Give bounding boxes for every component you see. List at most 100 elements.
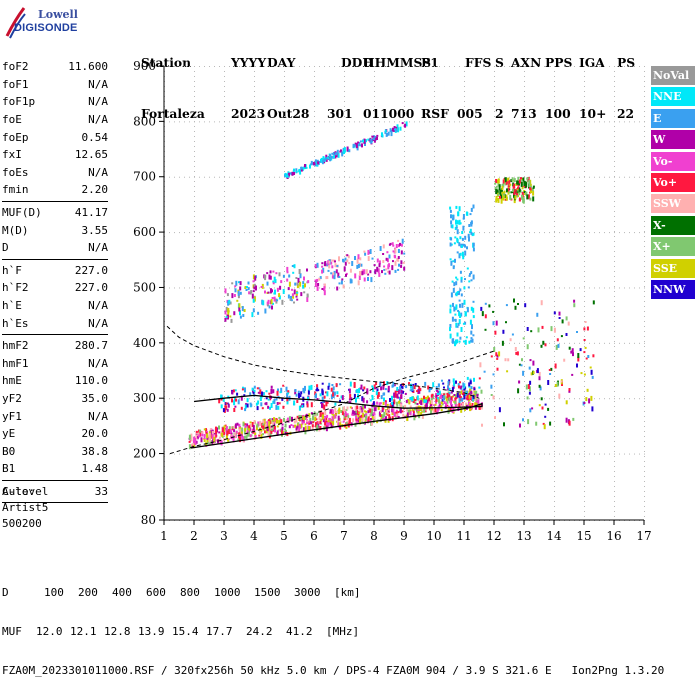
grid-dot	[344, 176, 345, 177]
data-point	[522, 418, 524, 422]
data-point	[343, 151, 345, 154]
data-point	[233, 408, 236, 412]
grid-dot	[494, 381, 495, 382]
grid-dot	[254, 451, 255, 452]
grid-dot	[514, 232, 515, 234]
grid-dot	[404, 226, 405, 227]
data-point	[245, 286, 248, 288]
data-point	[529, 408, 532, 413]
grid-dot	[464, 106, 465, 107]
data-point	[408, 399, 411, 405]
data-point	[449, 308, 452, 314]
grid-dot	[549, 121, 550, 123]
data-point	[468, 385, 471, 388]
data-point	[464, 339, 467, 345]
grid-dot	[554, 436, 555, 437]
grid-dot	[334, 287, 335, 289]
grid-dot	[224, 176, 225, 178]
grid-dot	[224, 211, 225, 212]
grid-dot	[579, 398, 580, 400]
data-point	[291, 171, 294, 176]
grid-dot	[314, 461, 315, 462]
grid-dot	[539, 342, 540, 344]
grid-dot	[404, 461, 405, 462]
data-point	[342, 259, 345, 263]
data-point	[346, 420, 349, 423]
grid-dot	[644, 186, 645, 187]
data-point	[481, 311, 484, 317]
grid-dot	[434, 226, 435, 227]
data-point	[347, 255, 350, 259]
data-point	[280, 387, 283, 393]
grid-dot	[524, 256, 525, 257]
grid-dot	[214, 232, 215, 234]
data-point	[312, 161, 315, 165]
grid-dot	[614, 516, 615, 517]
data-point	[423, 399, 426, 404]
grid-dot	[219, 287, 220, 289]
grid-dot	[434, 296, 435, 297]
grid-dot	[194, 266, 195, 267]
data-point	[233, 294, 236, 297]
grid-dot	[584, 66, 585, 67]
data-point	[450, 391, 453, 394]
data-point	[374, 269, 377, 275]
data-point	[395, 411, 398, 414]
data-point	[222, 427, 224, 433]
grid-dot	[314, 336, 315, 337]
data-point	[460, 293, 463, 297]
grid-dot	[284, 266, 285, 267]
param-divider	[2, 200, 108, 202]
data-point	[400, 260, 403, 265]
grid-dot	[524, 316, 525, 317]
data-point	[273, 430, 276, 433]
data-point	[326, 391, 329, 397]
data-point	[360, 263, 363, 267]
data-point	[460, 312, 463, 317]
data-point	[246, 403, 249, 408]
grid-dot	[554, 141, 555, 142]
data-point	[300, 168, 303, 172]
data-point	[473, 377, 475, 382]
grid-dot	[459, 232, 460, 234]
data-point	[450, 292, 453, 298]
grid-dot	[224, 232, 225, 234]
grid-dot	[224, 331, 225, 332]
legend-item: E	[651, 108, 695, 128]
grid-dot	[554, 206, 555, 207]
data-point	[373, 415, 376, 421]
data-point	[358, 419, 361, 425]
grid-dot	[474, 66, 475, 67]
data-point	[298, 169, 301, 173]
param-value: 280.7	[74, 339, 108, 353]
grid-dot	[194, 161, 195, 162]
grid-dot	[254, 506, 255, 507]
grid-dot	[284, 256, 285, 257]
grid-dot	[419, 453, 420, 455]
data-point	[468, 382, 471, 387]
grid-dot	[584, 311, 585, 312]
grid-dot	[264, 176, 265, 178]
data-point	[263, 418, 266, 424]
data-point	[337, 415, 340, 421]
grid-dot	[494, 261, 495, 262]
data-point	[464, 244, 466, 248]
data-point	[312, 415, 314, 421]
grid-dot	[584, 141, 585, 142]
grid-dot	[254, 481, 255, 482]
data-point	[405, 385, 408, 389]
grid-dot	[249, 121, 250, 123]
data-point	[473, 386, 476, 389]
data-point	[421, 402, 424, 406]
grid-dot	[529, 66, 530, 67]
data-point	[249, 434, 252, 438]
data-point	[556, 381, 559, 387]
grid-dot	[554, 186, 555, 187]
data-point	[501, 191, 504, 196]
grid-dot	[644, 461, 645, 462]
grid-dot	[324, 342, 325, 344]
data-point	[316, 278, 319, 282]
grid-dot	[584, 261, 585, 262]
grid-dot	[234, 176, 235, 178]
grid-dot	[644, 326, 645, 327]
